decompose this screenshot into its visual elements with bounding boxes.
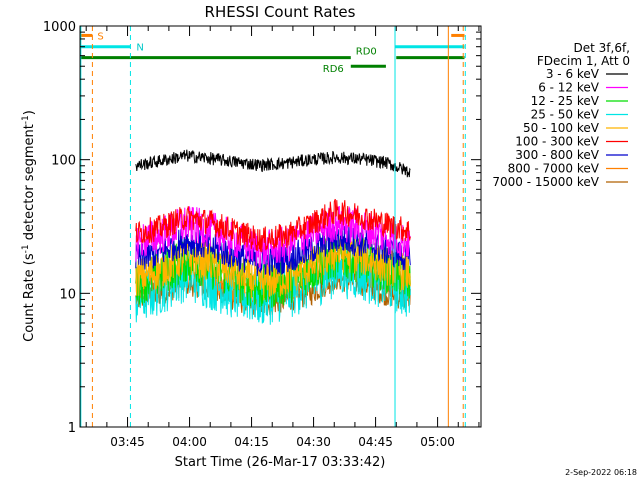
s-label: S: [97, 31, 103, 42]
overlay-group: S N RD0 RD6: [80, 26, 466, 427]
legend-label: 800 - 7000 keV: [508, 162, 600, 176]
y-axis-label: Count Rate (s-1 detector segment-1): [21, 110, 37, 342]
legend-label: 50 - 100 keV: [523, 121, 600, 135]
y-tick-label: 1: [68, 421, 76, 436]
rd6-label: RD6: [323, 64, 344, 75]
timestamp: 2-Sep-2022 06:18: [565, 468, 637, 477]
y-axis-label-sup2: -1: [21, 115, 31, 124]
x-tick-label: 04:30: [296, 435, 331, 449]
series-line-6: [135, 198, 411, 253]
axes-group: 03:45 04:00 04:15 04:30 04:45 05:00 1 10 100 1000: [43, 20, 481, 449]
x-tick-label: 04:15: [234, 435, 269, 449]
y-axis-label-sup1: -1: [21, 244, 31, 253]
x-tick-label: 05:00: [420, 435, 455, 449]
plot-frame: [79, 25, 482, 428]
series-line-2: [135, 205, 411, 269]
x-tick-label: 03:45: [110, 435, 145, 449]
y-tick-label: 1000: [43, 20, 76, 35]
x-tick-label: 04:45: [358, 435, 393, 449]
x-tick-label: 04:00: [172, 435, 207, 449]
x-axis-label: Start Time (26-Mar-17 03:33:42): [175, 455, 386, 470]
legend-label: 100 - 300 keV: [515, 135, 599, 149]
legend-label: 7000 - 15000 keV: [492, 175, 599, 189]
legend-label: 300 - 800 keV: [515, 148, 599, 162]
y-axis-label-end: ): [22, 110, 37, 115]
y-axis-label-main: Count Rate (s: [22, 253, 37, 342]
legend-label: 3 - 6 keV: [546, 67, 600, 81]
legend-label: 12 - 25 keV: [531, 94, 600, 108]
legend-label: 25 - 50 keV: [531, 108, 600, 122]
series-line-1: [135, 149, 411, 178]
legend-title-2: FDecim 1, Att 0: [537, 54, 630, 68]
y-axis-label-mid: detector segment: [22, 124, 37, 244]
legend-label: 6 - 12 keV: [538, 81, 600, 95]
n-label: N: [136, 43, 143, 54]
rd0-label: RD0: [356, 47, 377, 58]
y-tick-label: 10: [59, 287, 76, 302]
y-tick-label: 100: [51, 154, 76, 169]
chart-title: RHESSI Count Rates: [205, 3, 356, 21]
legend-title-1: Det 3f,6f,: [574, 41, 631, 55]
data-series-group: [135, 149, 411, 325]
